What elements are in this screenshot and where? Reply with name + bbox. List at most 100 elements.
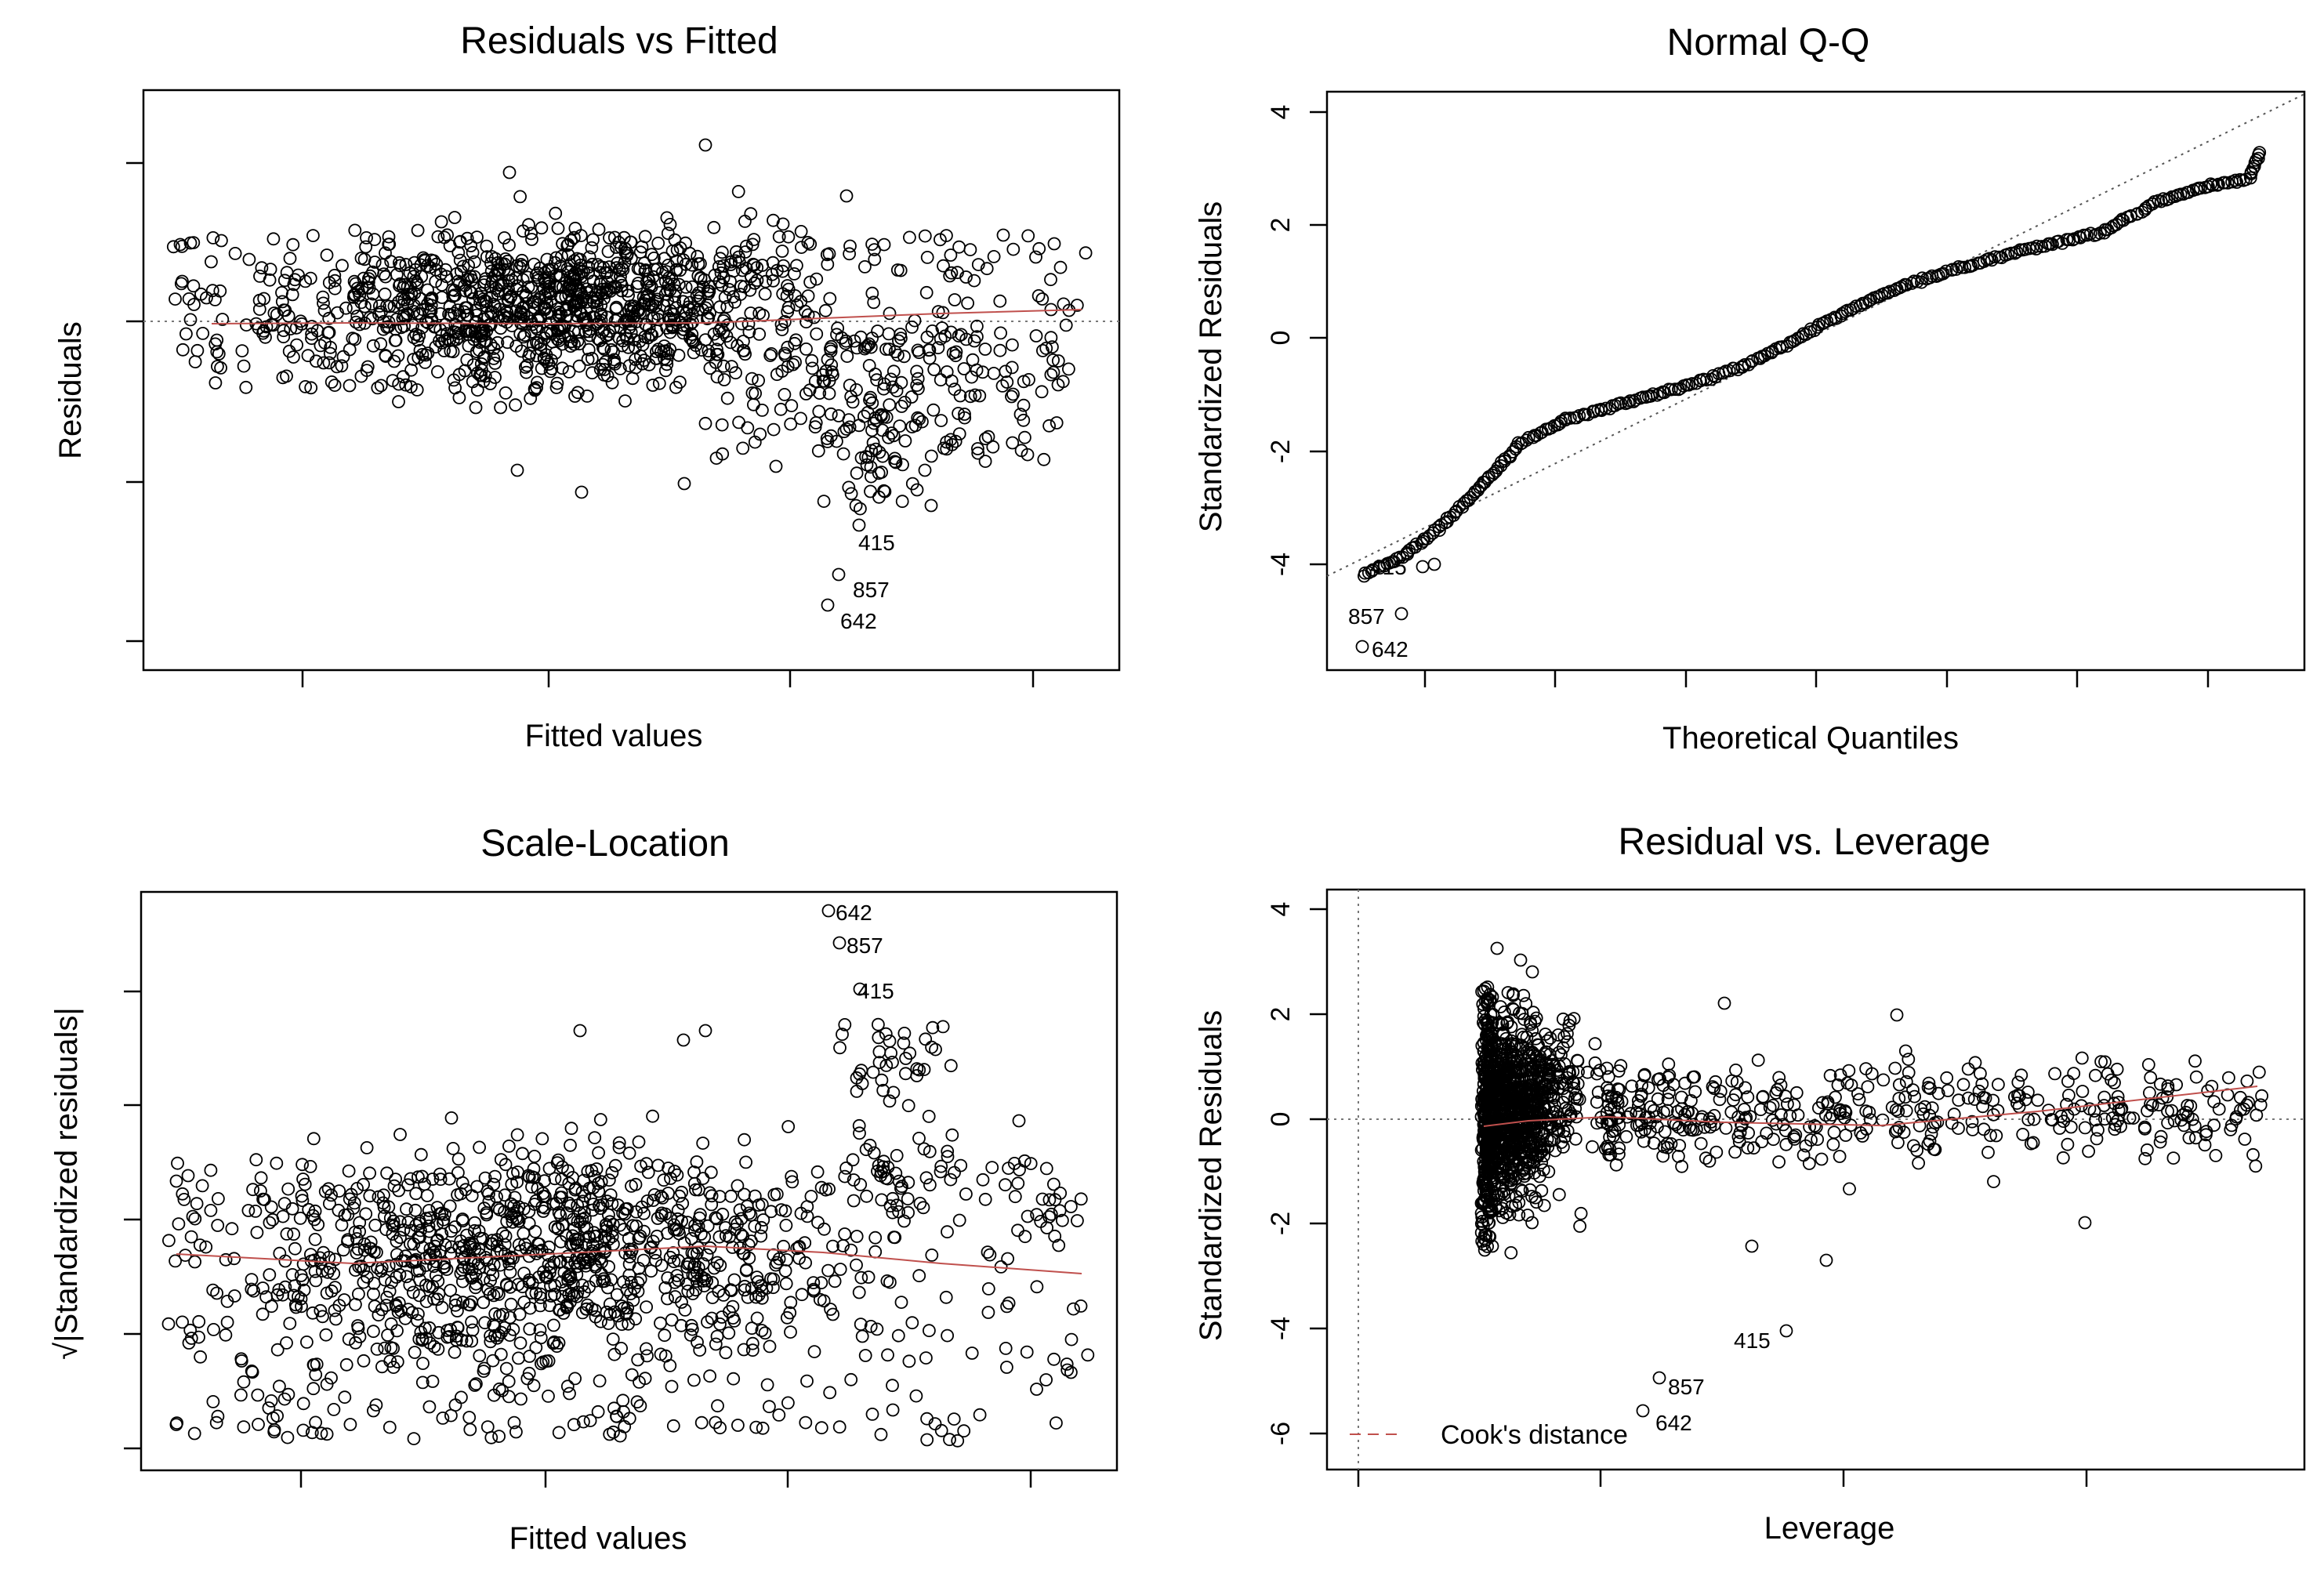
residual-point bbox=[971, 442, 984, 455]
scale-location-point bbox=[689, 1283, 703, 1297]
scale-location-point bbox=[327, 1403, 341, 1416]
scale-location-point bbox=[880, 1274, 894, 1288]
leverage-point bbox=[1914, 1102, 1928, 1116]
residual-point bbox=[877, 237, 891, 252]
residual-point bbox=[709, 355, 723, 369]
scale-location-point bbox=[462, 1298, 476, 1311]
scale-location-point bbox=[328, 1281, 342, 1294]
residual-point bbox=[894, 375, 908, 390]
labeled-point-642 bbox=[1355, 640, 1369, 654]
residual-point bbox=[996, 228, 1010, 242]
residual-point bbox=[702, 287, 716, 301]
residual-point bbox=[677, 477, 691, 491]
scale-location-point bbox=[613, 1218, 627, 1232]
leverage-point bbox=[1619, 1129, 1633, 1144]
leverage-point bbox=[1912, 1118, 1927, 1133]
leverage-point bbox=[1481, 995, 1494, 1009]
residual-point bbox=[1035, 292, 1050, 306]
leverage-point bbox=[2097, 1090, 2112, 1104]
qq-point bbox=[1949, 263, 1963, 277]
leverage-point bbox=[1839, 1106, 1853, 1119]
leverage-point bbox=[1876, 1113, 1890, 1127]
leverage-point bbox=[1588, 1056, 1602, 1070]
residual-point bbox=[839, 189, 854, 203]
residual-point bbox=[971, 258, 985, 272]
residual-point bbox=[580, 389, 594, 403]
scale-location-point bbox=[658, 1328, 672, 1343]
residual-point bbox=[739, 239, 753, 253]
residual-point bbox=[896, 458, 909, 472]
scale-location-point bbox=[711, 1399, 724, 1413]
leverage-point bbox=[2207, 1118, 2221, 1133]
residual-point bbox=[809, 416, 823, 429]
residual-point bbox=[330, 360, 344, 374]
leverage-point bbox=[1774, 1078, 1788, 1092]
leverage-point bbox=[1977, 1122, 1991, 1136]
leverage-point bbox=[1557, 1140, 1570, 1154]
residual-point bbox=[744, 207, 758, 221]
residual-point bbox=[663, 217, 677, 231]
scale-location-point bbox=[369, 1398, 383, 1412]
scale-location-point bbox=[188, 1255, 202, 1269]
scale-location-point bbox=[872, 1017, 885, 1031]
scale-location-point bbox=[784, 1325, 797, 1339]
residual-point bbox=[968, 388, 982, 402]
residual-point bbox=[822, 374, 836, 388]
scale-location-point bbox=[602, 1173, 616, 1187]
residual-point bbox=[513, 260, 527, 274]
residual-point bbox=[911, 372, 925, 386]
leverage-point bbox=[1966, 1123, 1980, 1136]
leverage-point bbox=[1474, 1099, 1488, 1113]
scale-location-point bbox=[1000, 1299, 1013, 1314]
residual-point bbox=[604, 270, 618, 283]
residual-point bbox=[788, 266, 801, 281]
scale-location-point bbox=[594, 1314, 607, 1328]
scale-location-point bbox=[464, 1253, 478, 1267]
scale-location-point bbox=[675, 1296, 688, 1309]
leverage-point bbox=[1485, 1133, 1499, 1147]
leverage-point bbox=[1477, 1133, 1492, 1147]
scale-location-point bbox=[1074, 1299, 1088, 1313]
panel2-x-axis-label: Theoretical Quantiles bbox=[1662, 721, 1959, 756]
scale-location-point bbox=[367, 1245, 381, 1259]
leverage-point bbox=[2144, 1071, 2158, 1085]
qq-point bbox=[1905, 277, 1919, 290]
residual-point bbox=[528, 383, 542, 397]
residual-point bbox=[175, 274, 189, 288]
residual-point bbox=[460, 301, 474, 315]
residual-point bbox=[593, 285, 607, 299]
scale-location-point bbox=[832, 1420, 847, 1434]
qq-point bbox=[1664, 382, 1678, 397]
panel4-x-ticks bbox=[1357, 1470, 2088, 1487]
residual-point bbox=[766, 256, 780, 270]
leverage-point bbox=[1670, 1104, 1684, 1118]
residual-point bbox=[745, 237, 760, 252]
residual-point bbox=[742, 325, 756, 339]
residual-point bbox=[346, 290, 361, 304]
residual-point bbox=[693, 291, 707, 305]
scale-location-point bbox=[575, 1278, 589, 1292]
qq-point bbox=[1838, 305, 1852, 319]
residual-point bbox=[561, 237, 575, 252]
leverage-point bbox=[1506, 1002, 1521, 1017]
leverage-point bbox=[1973, 1067, 1987, 1081]
residual-point bbox=[531, 314, 546, 328]
scale-location-point bbox=[253, 1184, 267, 1198]
svg-text:-6: -6 bbox=[1266, 1422, 1296, 1445]
scale-location-point bbox=[335, 1218, 349, 1232]
scale-location-point bbox=[364, 1235, 378, 1249]
scale-location-point bbox=[694, 1415, 709, 1430]
residual-point bbox=[435, 291, 449, 304]
scale-location-point bbox=[886, 1056, 899, 1069]
residual-point bbox=[611, 256, 624, 270]
scale-location-point bbox=[715, 1310, 729, 1324]
leverage-point bbox=[2182, 1131, 2196, 1145]
leverage-point bbox=[2154, 1129, 2168, 1144]
scale-location-point bbox=[427, 1259, 441, 1274]
leverage-point bbox=[2137, 1120, 2152, 1134]
scale-location-point bbox=[628, 1281, 641, 1296]
qq-point bbox=[1563, 411, 1577, 425]
scale-location-point bbox=[306, 1132, 321, 1146]
residual-point bbox=[803, 383, 817, 397]
leverage-point bbox=[1928, 1116, 1942, 1130]
